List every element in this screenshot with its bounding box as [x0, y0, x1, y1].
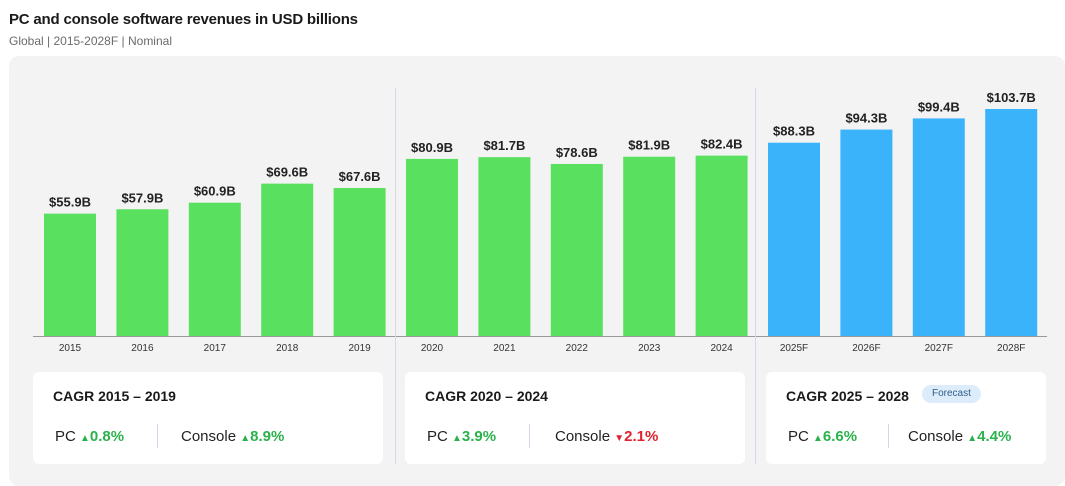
section-divider: [755, 88, 756, 464]
metric-label: Console: [555, 428, 611, 445]
data-label-2016: $57.9B: [121, 190, 163, 205]
cagr-card-title: CAGR 2015 – 2019: [53, 388, 176, 404]
metric-value: ▼2.1%: [614, 428, 659, 445]
bar-2024: [695, 155, 748, 336]
bar-2023: [623, 156, 676, 336]
x-tick-label-2017: 2017: [204, 343, 227, 354]
x-tick-label-2025F: 2025F: [780, 343, 808, 354]
data-label-2024: $82.4B: [701, 137, 743, 152]
x-tick-label-2024: 2024: [710, 343, 733, 354]
x-tick-label-2026F: 2026F: [852, 343, 880, 354]
arrow-up-icon: ▲: [80, 433, 90, 444]
bar-2017: [188, 202, 241, 336]
cagr-card-title: CAGR 2020 – 2024: [425, 388, 548, 404]
x-tick-label-2023: 2023: [638, 343, 661, 354]
x-tick-label-2022: 2022: [566, 343, 589, 354]
metric-divider: [529, 424, 530, 448]
data-label-2025F: $88.3B: [773, 124, 815, 139]
bar-2021: [478, 157, 531, 336]
data-label-2028F: $103.7B: [987, 90, 1036, 105]
metric-label: Console: [181, 428, 237, 445]
arrow-up-icon: ▲: [967, 433, 978, 444]
cagr-pc-metric: PC ▲6.6%: [788, 428, 857, 445]
metric-divider: [888, 424, 889, 448]
data-label-2015: $55.9B: [49, 195, 91, 210]
cagr-console-metric: Console ▼2.1%: [555, 428, 658, 445]
arrow-up-icon: ▲: [452, 433, 462, 444]
bar-2020: [406, 158, 458, 336]
metric-value: ▲4.4%: [967, 428, 1012, 445]
bar-2027F: [912, 118, 965, 337]
metric-label: PC: [788, 428, 809, 445]
metric-value: ▲3.9%: [452, 428, 497, 445]
cagr-pc-metric: PC ▲0.8%: [55, 428, 124, 445]
x-tick-label-2019: 2019: [348, 343, 371, 354]
bar-2028F: [985, 109, 1038, 336]
cagr-card-2015-2019: CAGR 2015 – 2019 PC ▲0.8% Console ▲8.9%: [33, 372, 383, 464]
data-label-2027F: $99.4B: [918, 99, 960, 114]
x-tick-label-2016: 2016: [131, 343, 154, 354]
cagr-pc-metric: PC ▲3.9%: [427, 428, 496, 445]
data-label-2020: $80.9B: [411, 140, 453, 155]
x-tick-label-2021: 2021: [493, 343, 516, 354]
bar-2019: [333, 188, 386, 336]
chart-subtitle: Global | 2015-2028F | Nominal: [9, 34, 172, 48]
section-divider: [395, 88, 396, 464]
x-tick-label-2018: 2018: [276, 343, 299, 354]
x-tick-label-2015: 2015: [59, 343, 82, 354]
bar-2018: [261, 183, 314, 336]
bar-2016: [116, 209, 169, 336]
cagr-console-metric: Console ▲8.9%: [181, 428, 284, 445]
arrow-down-icon: ▼: [614, 433, 625, 444]
bar-2015: [44, 213, 96, 336]
metric-value: ▲8.9%: [240, 428, 285, 445]
data-label-2022: $78.6B: [556, 145, 598, 160]
metric-divider: [157, 424, 158, 448]
metric-label: PC: [55, 428, 76, 445]
data-label-2019: $67.6B: [339, 169, 381, 184]
data-label-2018: $69.6B: [266, 165, 308, 180]
metric-value: ▲6.6%: [813, 428, 858, 445]
bar-2026F: [840, 129, 893, 336]
data-label-2023: $81.9B: [628, 138, 670, 153]
bar-2025F: [768, 142, 820, 336]
x-tick-label-2020: 2020: [421, 343, 444, 354]
x-tick-label-2028F: 2028F: [997, 343, 1025, 354]
metric-label: Console: [908, 428, 964, 445]
cagr-card-title: CAGR 2025 – 2028: [786, 388, 909, 404]
cagr-card-2025-2028: CAGR 2025 – 2028 Forecast PC ▲6.6% Conso…: [766, 372, 1046, 464]
cagr-console-metric: Console ▲4.4%: [908, 428, 1011, 445]
chart-title: PC and console software revenues in USD …: [9, 11, 358, 28]
x-tick-label-2027F: 2027F: [925, 343, 953, 354]
metric-value: ▲0.8%: [80, 428, 125, 445]
data-label-2017: $60.9B: [194, 184, 236, 199]
revenue-bar-chart: $55.9B 2015 $57.9B 2016 $60.9B 2017 $69.6B 2018…: [33, 90, 1047, 354]
bar-2022: [550, 163, 603, 336]
arrow-up-icon: ▲: [240, 433, 251, 444]
metric-label: PC: [427, 428, 448, 445]
forecast-badge: Forecast: [922, 385, 981, 403]
cagr-card-2020-2024: CAGR 2020 – 2024 PC ▲3.9% Console ▼2.1%: [405, 372, 745, 464]
data-label-2021: $81.7B: [483, 138, 525, 153]
data-label-2026F: $94.3B: [845, 111, 887, 126]
arrow-up-icon: ▲: [813, 433, 823, 444]
